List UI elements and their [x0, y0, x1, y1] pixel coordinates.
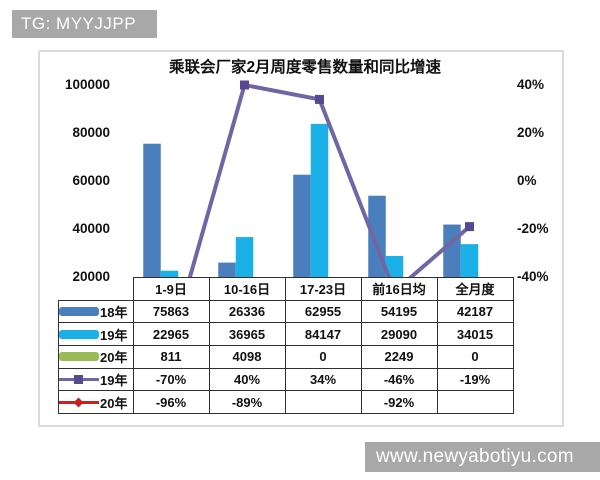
square-marker — [240, 80, 249, 90]
square-marker-icon — [74, 374, 83, 384]
legend-bar-swatch — [59, 352, 99, 362]
table-value-cell: 84147 — [284, 322, 362, 346]
legend-bar-swatch — [59, 329, 99, 339]
table-header-cell: 1-9日 — [132, 277, 210, 301]
table-value-cell: 54195 — [360, 299, 438, 324]
table-value-cell: 0 — [284, 344, 362, 369]
table-value-cell: -89% — [208, 390, 286, 414]
bar — [385, 255, 404, 278]
table-value-cell: -70% — [132, 367, 210, 392]
table-value-cell: 811 — [132, 344, 210, 369]
table-value-cell: 22965 — [132, 322, 210, 346]
table-value-cell: 62955 — [284, 299, 362, 324]
left-axis-tick: 80000 — [72, 125, 110, 140]
square-marker — [315, 94, 324, 104]
bar — [443, 224, 461, 278]
diamond-marker-icon — [73, 397, 84, 408]
bar-series-19年 — [160, 123, 479, 278]
left-axis-tick: 40000 — [72, 221, 110, 236]
table-corner-cell — [59, 278, 134, 301]
table-value-cell: 42187 — [436, 299, 514, 324]
right-axis-tick: 0% — [517, 173, 537, 188]
table-value-cell: 2249 — [360, 344, 438, 369]
left-axis-tick: 60000 — [72, 173, 110, 188]
table-value-cell: 0 — [436, 344, 514, 369]
table-value-cell: -96% — [132, 390, 210, 414]
legend-cell: 20年 — [58, 390, 134, 414]
bar — [235, 237, 254, 278]
bar — [160, 270, 179, 278]
right-axis-tick: 40% — [517, 77, 545, 92]
legend-line-swatch — [59, 373, 99, 386]
chart-title: 乘联会厂家2月周度零售数量和同比增速 — [168, 59, 442, 76]
bar — [143, 143, 161, 278]
table-header-cell: 10-16日 — [208, 277, 286, 301]
chart-data-table: 1-9日 10-16日 17-23日 前16日均 全月度 18年 75863 26336 629… — [58, 277, 514, 414]
square-marker — [465, 222, 474, 232]
legend-label: 19年 — [100, 372, 128, 388]
bar — [460, 244, 479, 278]
watermark-bottom-badge: www.newyabotiyu.com — [365, 442, 600, 472]
legend-cell: 20年 — [58, 344, 134, 369]
plot-area — [143, 80, 479, 278]
right-axis-tick: -40% — [517, 269, 549, 284]
table-value-cell: -92% — [360, 390, 438, 414]
table-value-cell: 26336 — [208, 299, 286, 324]
legend-cell: 18年 — [58, 299, 134, 324]
table-value-cell: 36965 — [208, 322, 286, 346]
table-header-cell: 前16日均 — [360, 277, 438, 301]
table-value-cell — [436, 390, 514, 414]
legend-label: 20年 — [100, 350, 128, 366]
legend-line-swatch — [59, 396, 99, 409]
bar — [218, 262, 236, 278]
table-header-cell: 17-23日 — [284, 277, 362, 301]
legend-label: 19年 — [100, 327, 128, 343]
right-axis-tick: -20% — [517, 221, 549, 236]
legend-label: 18年 — [100, 304, 128, 320]
table-value-cell — [284, 390, 362, 414]
legend-bar-swatch — [59, 306, 99, 316]
watermark-top-badge: TG: MYYJJPP — [12, 10, 157, 38]
line-series-19年 — [187, 80, 474, 278]
table-value-cell: 29090 — [360, 322, 438, 346]
table-value-cell: 40% — [208, 367, 286, 392]
bar — [310, 123, 329, 278]
bar — [293, 174, 311, 278]
left-axis-tick: 100000 — [64, 77, 110, 92]
table-value-cell: -46% — [360, 367, 438, 392]
table-header-cell: 全月度 — [436, 277, 514, 301]
legend-label: 20年 — [100, 395, 128, 411]
table-value-cell: 4098 — [208, 344, 286, 369]
bar-series-18年 — [143, 143, 461, 278]
table-value-cell: 34% — [284, 367, 362, 392]
legend-cell: 19年 — [58, 322, 134, 346]
table-value-cell: 75863 — [132, 299, 210, 324]
table-value-cell: 34015 — [436, 322, 514, 346]
right-axis-tick: 20% — [517, 125, 545, 140]
left-axis-tick: 20000 — [72, 269, 110, 284]
table-value-cell: -19% — [436, 367, 514, 392]
legend-cell: 19年 — [58, 367, 134, 392]
